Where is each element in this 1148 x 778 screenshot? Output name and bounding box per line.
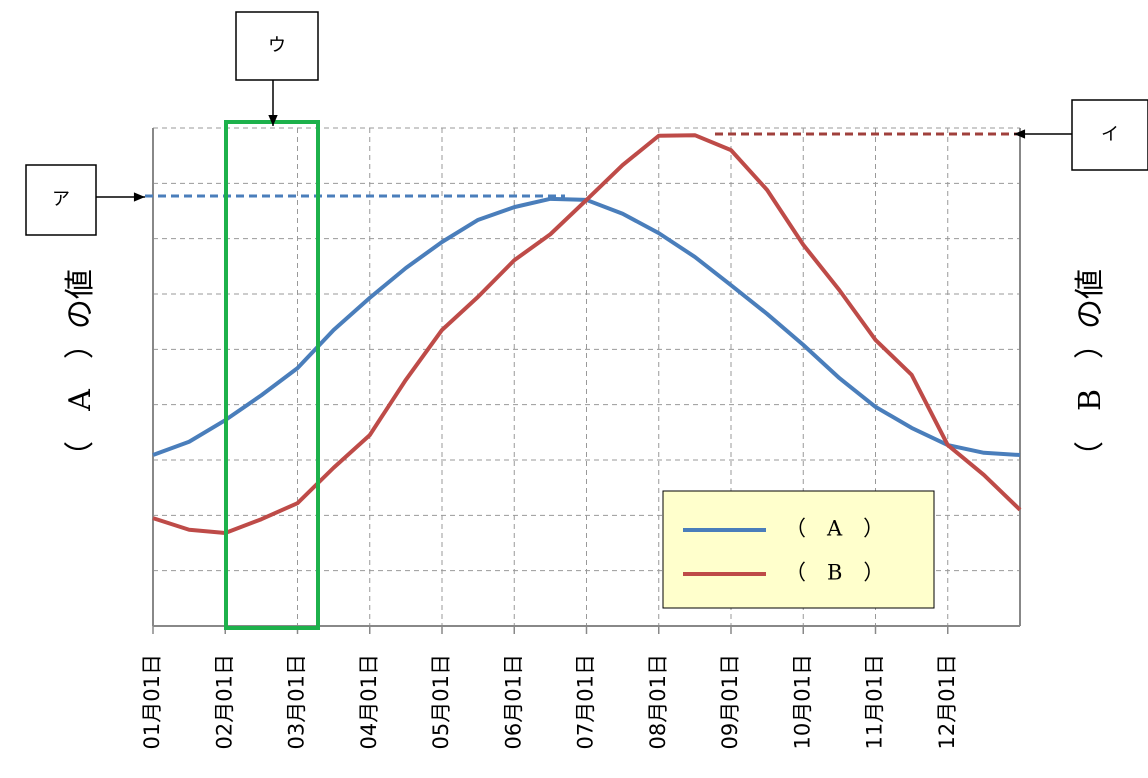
legend-label: （ B ） [785,561,884,585]
annotation-label: イ [1101,124,1119,145]
annotation-label: ア [52,189,70,210]
highlight-box [224,120,320,630]
x-tick-label: 11月01日 [863,654,887,749]
x-tick-label: 09月01日 [718,654,742,749]
x-tick-label: 05月01日 [429,654,453,749]
arrow-head [133,192,145,202]
arrow-head [1014,129,1026,139]
legend-label: （ A ） [785,517,884,541]
x-tick-label: 02月01日 [212,654,236,749]
annotation-box [25,164,97,236]
x-tick-label: 03月01日 [285,654,309,749]
annotation-box [235,11,319,81]
y-axis-title: （ A ）の値 [63,269,98,471]
annotation-label: ウ [268,35,286,56]
x-tick-label: 07月01日 [574,654,598,749]
series-line [152,133,1022,536]
annotation-box [1071,99,1148,171]
arrow-head [268,114,278,126]
legend-box [662,490,935,609]
x-tick-label: 04月01日 [357,654,381,749]
x-tick-label: 01月01日 [140,654,164,749]
x-tick-label: 10月01日 [790,654,814,749]
y2-axis-title: （ B ）の値 [1073,269,1108,471]
x-tick-label: 12月01日 [935,654,959,749]
x-tick-label: 08月01日 [646,654,670,749]
x-tick-label: 06月01日 [501,654,525,749]
